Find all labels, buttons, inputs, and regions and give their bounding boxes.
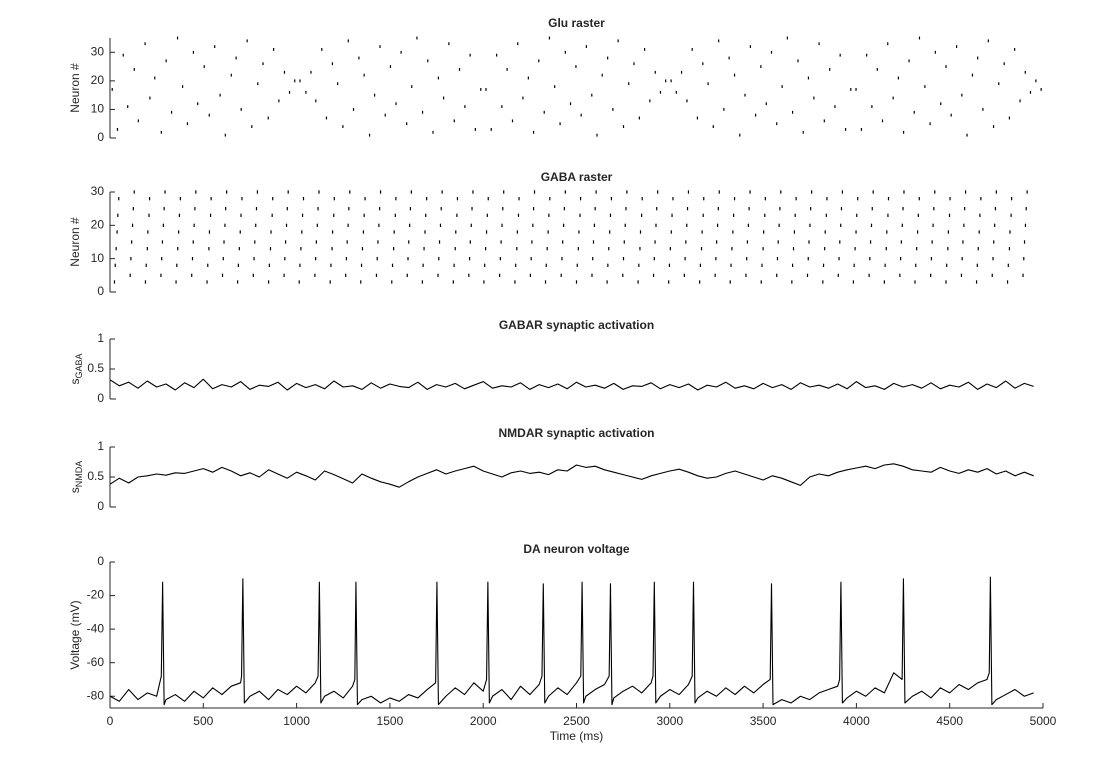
y-axis-label: Neuron #: [68, 217, 82, 267]
y-tick-label: -40: [87, 621, 105, 635]
x-tick-label: 4500: [936, 714, 963, 728]
x-tick-label: 2500: [563, 714, 590, 728]
panel: NMDAR synaptic activation sNMDA 0 0.5 1: [68, 426, 1034, 513]
y-axis-label: sGABA: [68, 353, 84, 384]
y-axis-label-main: s: [68, 487, 82, 493]
y-tick-label: 30: [91, 184, 105, 198]
y-tick-label: 0: [97, 554, 104, 568]
y-axis-label-main: Voltage (mV): [68, 600, 82, 669]
y-tick-label: -80: [87, 688, 105, 702]
y-tick-label: 0: [97, 499, 104, 513]
y-tick-label: -60: [87, 655, 105, 669]
x-axis-label: Time (ms): [550, 729, 604, 743]
y-tick-label: 0: [97, 130, 104, 144]
panel: DA neuron voltage Voltage (mV) -80 -60 -40 -2…: [68, 542, 1056, 743]
panel-title: GABA raster: [541, 170, 613, 184]
x-tick-label: 500: [193, 714, 213, 728]
trace: [109, 576, 1034, 706]
y-tick-label: 10: [91, 102, 105, 116]
y-tick-label: 20: [91, 218, 105, 232]
y-tick-label: 0: [97, 391, 104, 405]
panel-title: NMDAR synaptic activation: [498, 426, 654, 440]
y-tick-label: 0: [97, 284, 104, 298]
y-axis-label: Neuron #: [68, 63, 82, 113]
x-tick-label: 5000: [1030, 714, 1057, 728]
y-tick-label: -20: [87, 588, 105, 602]
panel-title: Glu raster: [548, 16, 605, 30]
panel: GABAR synaptic activation sGABA 0 0.5 1: [68, 318, 1034, 405]
panel-title: GABAR synaptic activation: [499, 318, 654, 332]
y-tick-label: 30: [91, 44, 105, 58]
y-tick-label: 1: [97, 331, 104, 345]
x-tick-label: 4000: [843, 714, 870, 728]
trace: [109, 463, 1034, 488]
y-axis-label-subscript: GABA: [74, 353, 84, 378]
y-tick-label: 0.5: [87, 469, 104, 483]
x-tick-label: 1000: [283, 714, 310, 728]
x-tick-label: 1500: [377, 714, 404, 728]
x-tick-label: 3500: [750, 714, 777, 728]
y-tick-label: 20: [91, 73, 105, 87]
x-tick-label: 3000: [656, 714, 683, 728]
x-tick-label: 2000: [470, 714, 497, 728]
trace: [109, 378, 1034, 391]
y-axis-label-main: Neuron #: [68, 63, 82, 113]
panel: GABA raster Neuron # 0 10 20 30: [68, 170, 1028, 298]
y-tick-label: 0.5: [87, 361, 104, 375]
y-axis-label: Voltage (mV): [68, 600, 82, 669]
y-axis-label: sNMDA: [68, 461, 84, 494]
y-tick-label: 1: [97, 439, 104, 453]
x-tick-label: 0: [107, 714, 114, 728]
y-axis-label-main: Neuron #: [68, 217, 82, 267]
y-tick-label: 10: [91, 251, 105, 265]
panel-title: DA neuron voltage: [523, 542, 630, 556]
y-axis-label-main: s: [68, 379, 82, 385]
panel: Glu raster Neuron # 0 10 20 30: [68, 16, 1042, 144]
y-axis-label-subscript: NMDA: [74, 461, 84, 488]
